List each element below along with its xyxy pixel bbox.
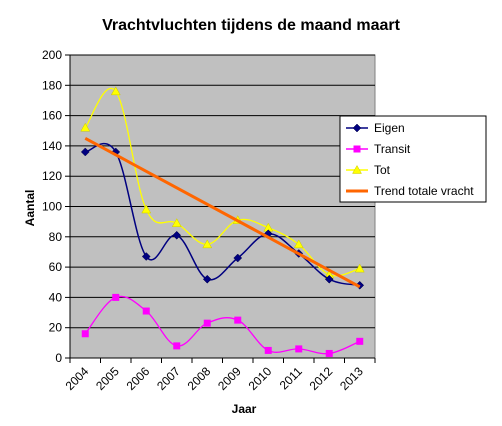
data-point bbox=[234, 316, 242, 324]
x-tick-label: 2012 bbox=[307, 364, 336, 393]
series-layer bbox=[80, 86, 365, 357]
x-tick-label: 2005 bbox=[93, 364, 122, 393]
series-line bbox=[84, 295, 360, 355]
series-line bbox=[84, 87, 360, 277]
legend-item: Tot bbox=[346, 163, 391, 177]
data-point bbox=[142, 307, 150, 315]
y-tick-label: 20 bbox=[49, 321, 63, 335]
y-tick-label: 160 bbox=[42, 109, 62, 123]
data-point bbox=[264, 346, 272, 354]
data-point bbox=[324, 274, 334, 284]
data-point bbox=[112, 293, 120, 301]
legend-marker bbox=[352, 164, 362, 174]
x-tick-label: 2004 bbox=[63, 364, 92, 393]
data-point bbox=[172, 230, 182, 240]
data-point bbox=[295, 345, 303, 353]
y-tick-label: 100 bbox=[42, 200, 62, 214]
legend-item: Trend totale vracht bbox=[346, 184, 474, 198]
legend-label: Transit bbox=[374, 142, 411, 156]
data-point bbox=[141, 252, 151, 261]
x-tick-label: 2011 bbox=[277, 364, 305, 392]
data-point bbox=[202, 239, 213, 249]
y-tick-label: 60 bbox=[49, 260, 63, 274]
x-tick-label: 2009 bbox=[215, 364, 244, 393]
y-tick-labels: 0 20 40 60 80 100 120 140 160 180 200 bbox=[42, 48, 62, 365]
legend-label: Eigen bbox=[374, 121, 405, 135]
data-point bbox=[203, 319, 211, 327]
data-point bbox=[202, 274, 212, 284]
data-point bbox=[81, 330, 89, 338]
series-transit bbox=[81, 293, 364, 357]
legend-label: Trend totale vracht bbox=[374, 184, 474, 198]
x-tick-label: 2008 bbox=[185, 364, 214, 393]
legend-marker bbox=[352, 123, 362, 133]
x-tick-label: 2013 bbox=[337, 364, 366, 393]
y-tick-label: 180 bbox=[42, 78, 62, 92]
x-tick-label: 2006 bbox=[124, 364, 153, 393]
legend-label: Tot bbox=[374, 163, 391, 177]
legend-item: Eigen bbox=[346, 121, 405, 135]
x-axis-label: Jaar bbox=[232, 402, 257, 416]
grid-lines bbox=[70, 54, 375, 329]
data-point bbox=[173, 342, 181, 350]
data-point bbox=[171, 218, 182, 227]
y-tick-label: 120 bbox=[42, 169, 62, 183]
y-axis-label: Aantal bbox=[23, 190, 37, 227]
axes bbox=[65, 54, 376, 363]
data-point bbox=[325, 349, 333, 357]
y-tick-label: 40 bbox=[49, 290, 63, 304]
data-point bbox=[233, 253, 243, 263]
chart-title: Vrachtvluchten tijdens de maand maart bbox=[102, 17, 401, 34]
trend-line bbox=[84, 137, 361, 289]
data-point bbox=[356, 337, 364, 345]
series-line bbox=[85, 142, 360, 287]
y-tick-label: 140 bbox=[42, 139, 62, 153]
legend-item: Transit bbox=[346, 142, 411, 156]
data-point bbox=[354, 263, 365, 273]
y-tick-label: 200 bbox=[42, 48, 62, 62]
series-trend-totale-vracht bbox=[84, 137, 361, 289]
legend: Eigen Transit Tot Trend totale vracht bbox=[339, 115, 487, 203]
x-tick-label: 2007 bbox=[154, 364, 183, 393]
data-point bbox=[110, 86, 121, 96]
data-point bbox=[141, 204, 152, 214]
legend-box bbox=[339, 115, 487, 203]
data-point bbox=[80, 147, 90, 157]
data-point bbox=[80, 122, 91, 132]
x-tick-labels: 2004 2005 2006 2007 2008 2009 2010 2011 2012 2013 bbox=[63, 364, 367, 393]
legend-marker bbox=[353, 145, 361, 153]
y-tick-label: 0 bbox=[55, 351, 62, 365]
x-tick-label: 2010 bbox=[246, 364, 275, 393]
data-point bbox=[293, 239, 304, 249]
y-tick-label: 80 bbox=[49, 230, 63, 244]
